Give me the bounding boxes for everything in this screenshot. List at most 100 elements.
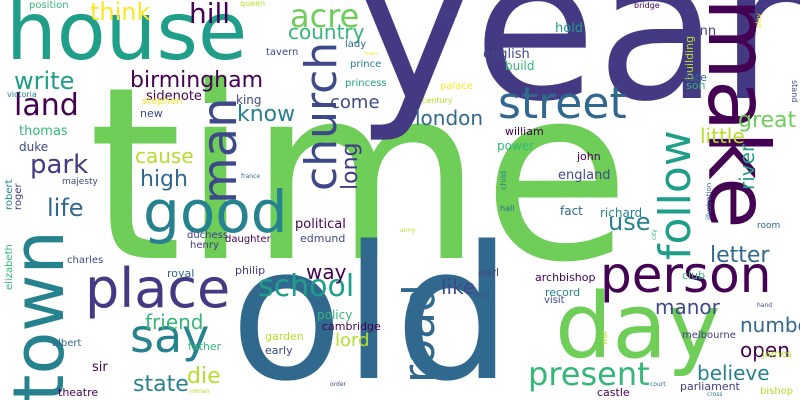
word-position: position [29, 0, 69, 11]
word-garden: garden [265, 330, 304, 343]
word-acre: acre [290, 0, 360, 35]
word-visit: visit [544, 295, 565, 306]
word-know: know [237, 102, 296, 127]
word-stand: stand [790, 80, 799, 103]
word-political: political [295, 217, 346, 232]
word-day: day [555, 274, 721, 379]
word-room: room [757, 221, 781, 231]
word-park: park [30, 150, 89, 180]
word-number: number [740, 313, 800, 337]
word-friend: friend [145, 310, 204, 334]
word-old: old [230, 206, 513, 400]
word-sidenote: sidenote [146, 89, 202, 104]
word-power: power [497, 139, 535, 153]
word-great: great [738, 108, 797, 133]
word-use: use [608, 208, 651, 236]
word-open: open [740, 338, 790, 362]
word-believe: believe [697, 361, 770, 385]
word-sir: sir [92, 360, 108, 375]
word-lady: lady [345, 39, 367, 50]
word-come: come [330, 92, 380, 113]
word-hall: hall [500, 204, 515, 213]
word-illustration: illustration [705, 182, 713, 220]
word-mile: mile [440, 10, 458, 19]
word-fact: fact [560, 204, 583, 218]
word-country: country [288, 20, 365, 44]
word-bridge: bridge [634, 1, 660, 10]
word-roger: roger [13, 183, 24, 210]
word-long: long [338, 142, 363, 190]
word-prince: prince [350, 59, 382, 70]
word-die: die [187, 364, 221, 389]
word-birmingham: birmingham [130, 68, 264, 93]
word-time: time [88, 35, 631, 315]
word-city: city [651, 229, 658, 240]
word-edmund: edmund [300, 232, 346, 245]
word-think: think [90, 0, 151, 26]
word-victoria: victoria [7, 90, 37, 99]
word-castle: castle [597, 386, 630, 399]
word-state: state [133, 372, 189, 397]
word-son: son [686, 79, 706, 92]
word-elizabeth: elizabeth [4, 244, 15, 290]
word-palace: palace [440, 81, 474, 92]
word-say: say [130, 309, 210, 363]
word-john: john [577, 150, 601, 163]
word-english: english [483, 47, 530, 62]
word-land: land [14, 88, 79, 123]
word-late: late [686, 71, 707, 84]
word-manor: manor [655, 295, 720, 319]
word-london: london [415, 106, 484, 130]
word-royal: royal [167, 267, 195, 280]
word-century: century [422, 96, 453, 105]
word-town-small: town [365, 51, 378, 57]
word-follow: follow [650, 130, 701, 260]
word-henry: henry [190, 240, 219, 251]
word-present: present [528, 355, 650, 393]
word-child: child [499, 171, 508, 190]
word-build: build [505, 59, 535, 73]
word-person: person [600, 246, 772, 304]
word-play: play [755, 13, 763, 28]
word-house: house [6, 0, 248, 78]
word-cause: cause [135, 144, 194, 168]
word-stephen: stephen [142, 96, 183, 107]
word-new: new [140, 107, 163, 120]
word-england: england [558, 168, 611, 183]
word-daughter: daughter [225, 234, 271, 245]
word-good: good [143, 178, 288, 246]
word-club: club [682, 269, 706, 282]
word-place: place [85, 257, 231, 320]
word-hand: hand [757, 302, 773, 309]
word-albert: albert [52, 338, 82, 349]
word-policy: policy [317, 308, 353, 322]
word-duke: duke [19, 140, 49, 154]
word-cambridge: cambridge [322, 320, 381, 333]
word-roman: roman [190, 388, 210, 395]
word-cross: cross [707, 391, 723, 398]
word-river: river [735, 143, 759, 190]
word-street: street [498, 78, 627, 129]
word-little: little [700, 124, 745, 148]
word-thomas: thomas [19, 124, 68, 139]
word-richard: richard [600, 206, 643, 220]
word-king: king [236, 93, 262, 107]
word-high: high [140, 167, 188, 192]
word-force: force [474, 292, 490, 299]
word-like: like [441, 275, 476, 299]
word-court: court [650, 381, 666, 388]
word-william: william [505, 125, 544, 138]
word-parliament: parliament [680, 380, 740, 393]
word-lord: lord [335, 330, 370, 351]
word-hill: hill [189, 0, 231, 30]
word-way: way [306, 260, 347, 284]
word-write: write [14, 67, 75, 95]
word-archbishop: archbishop [535, 271, 596, 284]
word-theatre: theatre [58, 386, 99, 399]
word-army: army [400, 227, 416, 234]
word-earl: earl [478, 266, 500, 279]
word-queen: queen [240, 0, 266, 8]
word-record: record [545, 286, 581, 299]
word-year: year [355, 0, 800, 146]
word-melbourne: melbourne [682, 330, 736, 341]
